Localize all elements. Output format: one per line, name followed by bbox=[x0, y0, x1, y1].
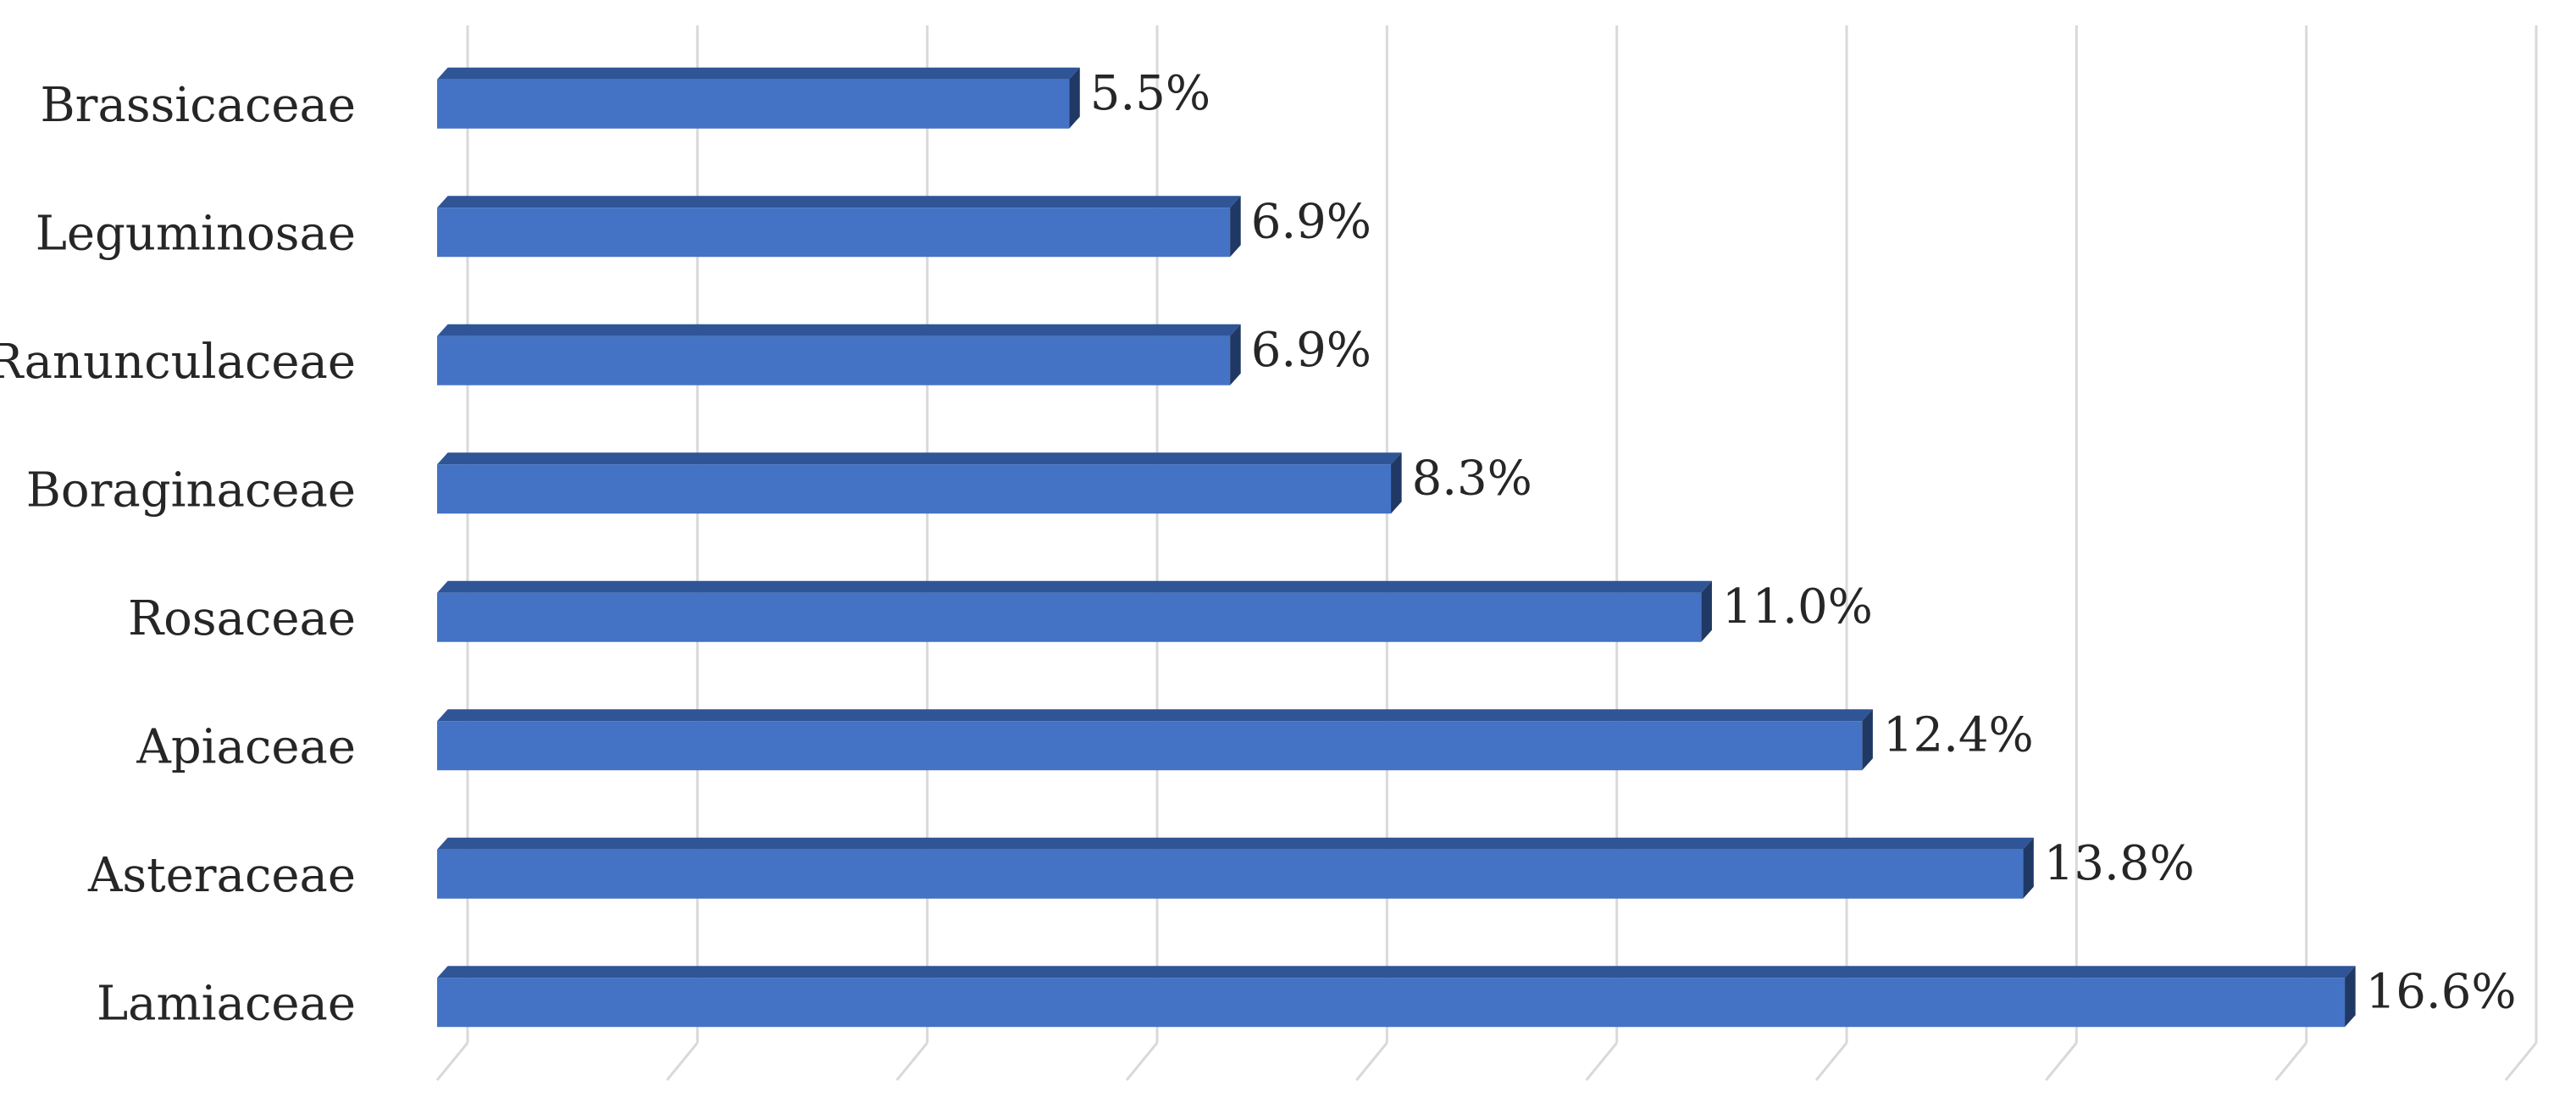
bar-side-face bbox=[1230, 324, 1241, 385]
floor-gridline bbox=[435, 1042, 469, 1081]
bar-top-face bbox=[437, 709, 1873, 722]
bar-top-face bbox=[437, 452, 1402, 465]
category-label: Rosaceae bbox=[128, 591, 356, 646]
category-label: Leguminosae bbox=[36, 206, 356, 261]
bar-side-face bbox=[1862, 709, 1873, 771]
bar bbox=[437, 837, 2034, 899]
category-label: Boraginaceae bbox=[26, 463, 356, 518]
floor-gridline bbox=[1355, 1042, 1388, 1081]
bar-side-face bbox=[1391, 452, 1402, 514]
data-label: 6.9% bbox=[1251, 194, 1371, 249]
bar-side-face bbox=[1230, 196, 1241, 258]
bar-top-face bbox=[437, 837, 2034, 850]
data-label: 5.5% bbox=[1090, 66, 1210, 121]
floor-gridline bbox=[2274, 1042, 2307, 1081]
data-label: 12.4% bbox=[1883, 707, 2034, 762]
data-label: 16.6% bbox=[2366, 964, 2517, 1019]
category-label: Lamiaceae bbox=[97, 976, 356, 1031]
bar-front-face bbox=[437, 208, 1231, 258]
floor-gridline bbox=[1814, 1042, 1848, 1081]
bar bbox=[437, 966, 2356, 1028]
bar bbox=[437, 580, 1712, 642]
bar-side-face bbox=[1701, 580, 1712, 642]
bar-front-face bbox=[437, 79, 1070, 129]
floor-gridline bbox=[2504, 1042, 2538, 1081]
bar bbox=[437, 324, 1241, 385]
bar-top-face bbox=[437, 324, 1241, 336]
floor-gridline bbox=[2045, 1042, 2078, 1081]
floor-gridline bbox=[895, 1042, 928, 1081]
data-label: 13.8% bbox=[2044, 836, 2195, 891]
bar-front-face bbox=[437, 721, 1863, 771]
category-label: Brassicaceae bbox=[41, 78, 356, 133]
bar-top-face bbox=[437, 67, 1080, 80]
bar-front-face bbox=[437, 849, 2024, 899]
bar-side-face bbox=[2023, 837, 2034, 899]
bar-top-face bbox=[437, 580, 1712, 593]
floor-gridline bbox=[1585, 1042, 1618, 1081]
data-label: 8.3% bbox=[1412, 451, 1532, 506]
bar-front-face bbox=[437, 335, 1231, 385]
bar-top-face bbox=[437, 196, 1241, 208]
bar-front-face bbox=[437, 464, 1392, 514]
bar-side-face bbox=[2345, 966, 2356, 1028]
data-label: 11.0% bbox=[1722, 579, 1873, 635]
category-label: Ranunculaceae bbox=[0, 335, 356, 390]
bar bbox=[437, 67, 1080, 129]
bar-side-face bbox=[1069, 67, 1080, 129]
category-label: Asteraceae bbox=[87, 848, 356, 903]
bar bbox=[437, 709, 1873, 771]
data-label: 6.9% bbox=[1251, 323, 1371, 378]
bar bbox=[437, 452, 1402, 514]
label-layer: Brassicaceae 5.5% Leguminosae 6.9% Ranuncula… bbox=[0, 66, 2517, 1032]
floor-gridline bbox=[1125, 1042, 1159, 1081]
bar-front-face bbox=[437, 978, 2346, 1028]
bar bbox=[437, 196, 1241, 258]
bar-front-face bbox=[437, 592, 1702, 642]
floor-gridline bbox=[666, 1042, 699, 1081]
bar-layer bbox=[437, 67, 2356, 1028]
bar-top-face bbox=[437, 966, 2356, 978]
category-label: Apiaceae bbox=[136, 719, 356, 774]
grid-layer bbox=[435, 25, 2538, 1081]
